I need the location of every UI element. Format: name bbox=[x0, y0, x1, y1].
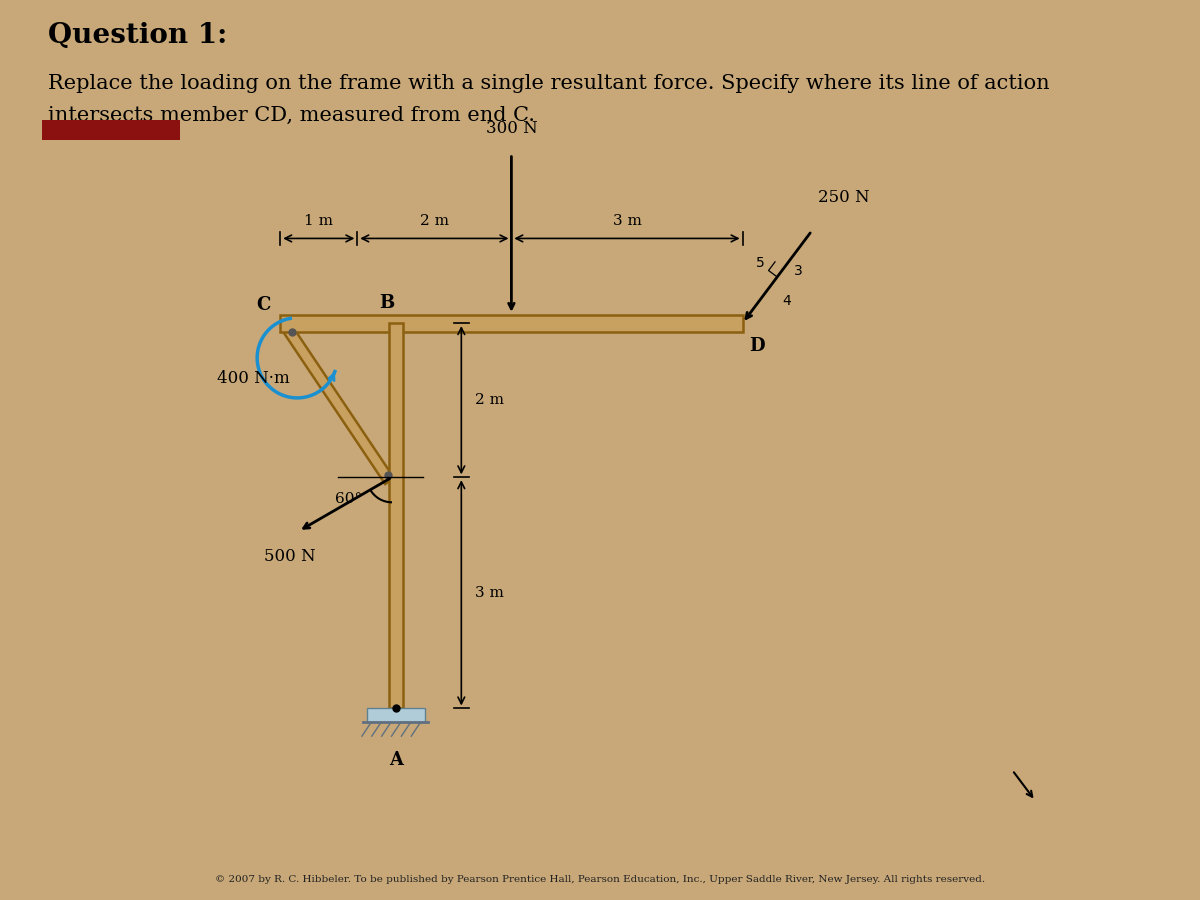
Text: 5: 5 bbox=[756, 256, 764, 270]
Text: Replace the loading on the frame with a single resultant force. Specify where it: Replace the loading on the frame with a … bbox=[48, 74, 1050, 93]
Text: 60°: 60° bbox=[335, 491, 362, 506]
Bar bbox=[281, 315, 743, 332]
Text: © 2007 by R. C. Hibbeler. To be published by Pearson Prentice Hall, Pearson Educ: © 2007 by R. C. Hibbeler. To be publishe… bbox=[215, 875, 985, 884]
Text: 3 m: 3 m bbox=[612, 213, 642, 228]
Text: 400 N·m: 400 N·m bbox=[217, 370, 290, 387]
Text: 300 N: 300 N bbox=[486, 120, 538, 137]
Text: 2 m: 2 m bbox=[420, 213, 449, 228]
Text: 500 N: 500 N bbox=[264, 548, 316, 565]
Text: 3: 3 bbox=[794, 264, 803, 278]
Text: D: D bbox=[749, 338, 764, 356]
Text: 1 m: 1 m bbox=[305, 213, 334, 228]
Text: 250 N: 250 N bbox=[818, 189, 870, 206]
Text: C: C bbox=[257, 296, 271, 314]
Bar bbox=[366, 708, 425, 723]
Text: Question 1:: Question 1: bbox=[48, 22, 227, 50]
Text: A: A bbox=[389, 751, 403, 769]
Text: 3 m: 3 m bbox=[475, 586, 504, 599]
Text: intersects member CD, measured from end C.: intersects member CD, measured from end … bbox=[48, 106, 535, 125]
Text: B: B bbox=[379, 294, 394, 312]
Polygon shape bbox=[283, 327, 394, 484]
Text: 2 m: 2 m bbox=[475, 393, 504, 407]
Bar bbox=[389, 323, 403, 708]
Text: 4: 4 bbox=[782, 294, 791, 308]
